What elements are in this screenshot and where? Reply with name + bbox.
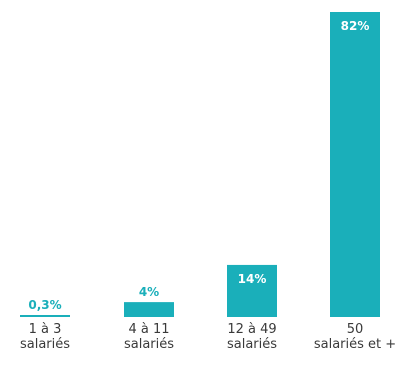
value-labels-group: 0,3% 4% 14% 82%: [28, 19, 369, 312]
bar-2: [124, 302, 174, 317]
bars-group: [20, 12, 380, 317]
category-label-4-line-1: 50: [347, 322, 364, 337]
value-label-2: 4%: [139, 285, 159, 299]
bar-4: [330, 12, 380, 317]
category-label-2-line-2: salariés: [124, 337, 174, 352]
bar-3: [227, 264, 277, 317]
value-label-4: 82%: [341, 19, 370, 33]
value-label-3: 14%: [238, 272, 267, 286]
bar-1: [20, 315, 70, 317]
category-label-3-line-1: 12 à 49: [227, 322, 276, 337]
value-label-1: 0,3%: [28, 298, 61, 312]
category-label-1-line-1: 1 à 3: [29, 322, 62, 337]
category-label-1-line-2: salariés: [20, 337, 70, 352]
category-label-4-line-2: salariés et +: [314, 337, 396, 352]
category-label-2-line-1: 4 à 11: [128, 322, 169, 337]
category-label-3-line-2: salariés: [227, 337, 277, 352]
